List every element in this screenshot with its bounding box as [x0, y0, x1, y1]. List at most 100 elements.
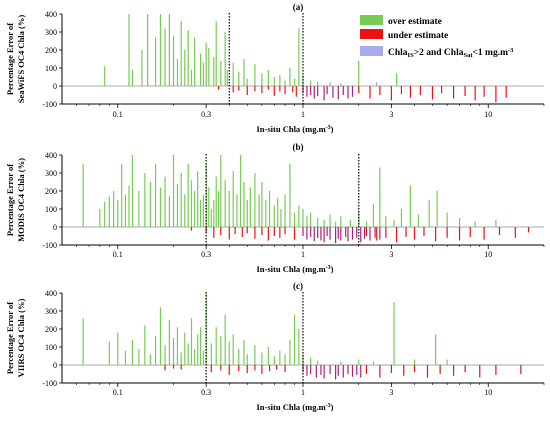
- over-estimate-bar: [261, 352, 263, 365]
- x-tick-label: 1: [301, 250, 305, 259]
- over-estimate-bar: [293, 212, 296, 227]
- under-estimate-bar: [232, 86, 234, 93]
- over-estimate-bar: [208, 48, 210, 86]
- under-estimate-bar: [409, 86, 411, 98]
- over-estimate-bar: [176, 59, 179, 86]
- over-estimate-bar: [82, 164, 84, 227]
- over-estimate-bar: [224, 32, 226, 86]
- range-bar: [323, 86, 325, 101]
- over-estimate-bar: [376, 82, 378, 86]
- x-tick-label: 0.1: [113, 388, 123, 397]
- over-estimate-bar: [280, 209, 282, 227]
- over-estimate-bar: [149, 182, 151, 227]
- over-estimate-bar: [217, 191, 220, 227]
- over-estimate-bar: [224, 180, 226, 227]
- under-estimate-bar: [452, 365, 455, 376]
- over-estimate-bar: [180, 352, 182, 365]
- over-estimate-bar: [168, 320, 170, 365]
- under-estimate-bar: [261, 86, 263, 94]
- under-estimate-bar: [390, 365, 392, 374]
- over-estimate-bar: [108, 196, 110, 227]
- x-tick-label: 3: [389, 388, 393, 397]
- panel-1: -100 0 100 200 300 400 0.1 0.3 1 3 10 (a) In-situ Ch…: [5, 2, 545, 134]
- under-estimate-bar: [464, 86, 466, 96]
- over-estimate-bar: [128, 14, 130, 86]
- range-bar: [302, 86, 304, 94]
- over-estimate-bar: [210, 343, 212, 365]
- legend-swatch-under: [360, 29, 383, 39]
- under-estimate-bar: [220, 365, 222, 371]
- under-estimate-bar: [423, 227, 425, 236]
- over-estimate-bar: [302, 354, 304, 365]
- over-estimate-bar: [104, 201, 106, 227]
- x-tick-label: 0.3: [201, 250, 211, 259]
- under-estimate-bar: [210, 365, 212, 373]
- over-estimate-bar: [228, 341, 230, 365]
- over-estimate-bar: [131, 339, 134, 365]
- range-bar: [374, 227, 376, 238]
- over-estimate-bar: [104, 66, 106, 86]
- under-estimate-bar: [295, 86, 297, 97]
- y-tick-label: 300: [45, 28, 57, 37]
- under-estimate-bar: [261, 227, 263, 236]
- over-estimate-bar: [306, 216, 308, 227]
- over-estimate-bar: [199, 200, 202, 227]
- under-estimate-bar: [458, 227, 461, 241]
- x-axis-label: In-situ Chla (mg.m-3): [256, 264, 333, 274]
- over-estimate-bar: [446, 359, 448, 365]
- under-estimate-bar: [413, 227, 416, 240]
- under-estimate-bar: [479, 365, 481, 378]
- range-bar: [320, 365, 322, 375]
- over-estimate-bar: [243, 182, 245, 227]
- over-estimate-bar: [254, 345, 256, 365]
- range-bar: [337, 86, 339, 100]
- y-tick-label: 400: [45, 289, 57, 298]
- under-estimate-bar: [190, 227, 193, 231]
- over-estimate-bar: [159, 307, 162, 365]
- over-estimate-bar: [273, 356, 275, 365]
- range-bar: [360, 365, 362, 378]
- over-estimate-bar: [208, 187, 210, 227]
- over-estimate-bar: [187, 343, 189, 365]
- over-estimate-bar: [228, 191, 230, 227]
- range-bar: [329, 365, 331, 374]
- over-estimate-bar: [184, 50, 186, 86]
- under-estimate-bar: [254, 365, 256, 371]
- legend-swatch-range: [360, 46, 383, 56]
- under-estimate-bar: [446, 227, 448, 238]
- under-estimate-bar: [238, 86, 240, 91]
- under-estimate-bar: [439, 365, 441, 374]
- over-estimate-bar: [365, 221, 368, 227]
- under-estimate-bar: [514, 227, 516, 238]
- under-estimate-bar: [238, 365, 240, 372]
- under-estimate-bar: [379, 86, 381, 95]
- legend: over estimate under estimate ChlaIS>2 and …: [360, 15, 514, 59]
- over-estimate-bar: [310, 212, 312, 227]
- under-estimate-bar: [483, 227, 485, 240]
- over-estimate-bar: [194, 191, 196, 227]
- over-estimate-bar: [202, 350, 205, 365]
- over-estimate-bar: [385, 216, 387, 227]
- range-bar: [351, 227, 354, 240]
- range-bar: [320, 227, 322, 241]
- over-estimate-bar: [413, 359, 416, 365]
- over-estimate-bar: [458, 218, 461, 227]
- over-estimate-bar: [224, 314, 226, 365]
- over-estimate-bar: [349, 219, 351, 227]
- over-estimate-bar: [159, 14, 162, 86]
- over-estimate-bar: [187, 30, 189, 86]
- over-estimate-bar: [168, 14, 170, 86]
- over-estimate-bar: [154, 336, 157, 365]
- over-estimate-bar: [128, 185, 130, 227]
- legend-label-over: over estimate: [388, 17, 442, 27]
- under-estimate-bar: [527, 227, 530, 233]
- over-estimate-bar: [159, 187, 162, 227]
- panel-2: -100 0 100 200 300 400 0.1 0.3 1 3 10 (b) In-situ Ch…: [5, 142, 545, 274]
- over-estimate-bar: [400, 209, 403, 227]
- over-estimate-bar: [298, 329, 300, 365]
- over-estimate-bar: [249, 187, 251, 227]
- over-estimate-bar: [194, 37, 196, 86]
- under-estimate-bar: [413, 365, 416, 373]
- over-estimate-bar: [243, 59, 245, 86]
- over-estimate-bar: [393, 302, 395, 365]
